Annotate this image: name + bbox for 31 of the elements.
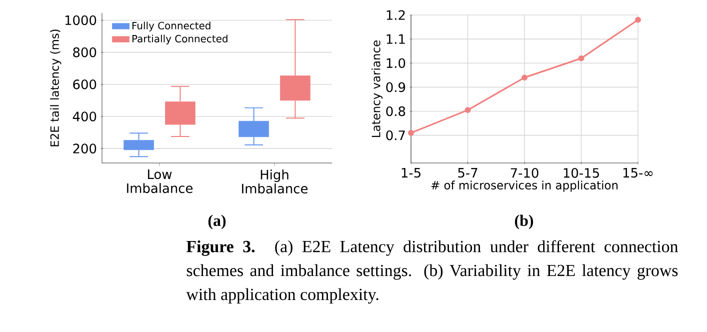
y-tick-label: 1.2 <box>386 10 405 20</box>
y-tick-label: 200 <box>73 144 96 154</box>
y-tick-label: 600 <box>73 79 96 90</box>
text: (a) <box>208 214 226 230</box>
x-tick-label: High Imbalance <box>242 170 308 194</box>
text: Figure 3. (a) E2E Latency distribution under different connection schemes and imbalance settings. (b) Variability in E2E latency grows with application complexity. <box>186 240 678 304</box>
y-tick-label: 0.7 <box>386 130 405 140</box>
y-tick-label: 400 <box>72 112 96 122</box>
x-tick-label: 15-∞ <box>623 168 653 178</box>
y-axis-title: Latency variance <box>371 40 383 137</box>
x-axis-title: # of microservices in application <box>431 180 618 192</box>
point <box>578 55 584 62</box>
legend-label: Partially Connected <box>132 34 228 44</box>
point <box>408 130 414 136</box>
x-tick-label: 7-10 <box>510 168 538 178</box>
point <box>522 74 528 81</box>
x-tick-label: 5-7 <box>458 168 478 178</box>
y-tick-label: 1000 <box>65 15 96 26</box>
x-tick-label: Low Imbalance <box>127 170 193 194</box>
y-tick-label: 1.0 <box>386 58 406 68</box>
y-tick-label: 0.8 <box>386 106 406 116</box>
point <box>635 16 641 23</box>
y-axis-title: E2E tail latency (ms) <box>50 30 62 146</box>
y-tick-label: 1.1 <box>386 34 405 44</box>
point <box>464 107 471 114</box>
y-tick-label: 800 <box>73 47 96 58</box>
text: (b) <box>514 214 534 230</box>
x-tick-label: 1-5 <box>402 168 420 178</box>
legend-label: Fully Connected <box>132 22 210 32</box>
y-tick-label: 0.9 <box>386 82 406 92</box>
x-tick-label: 10-15 <box>564 168 599 178</box>
